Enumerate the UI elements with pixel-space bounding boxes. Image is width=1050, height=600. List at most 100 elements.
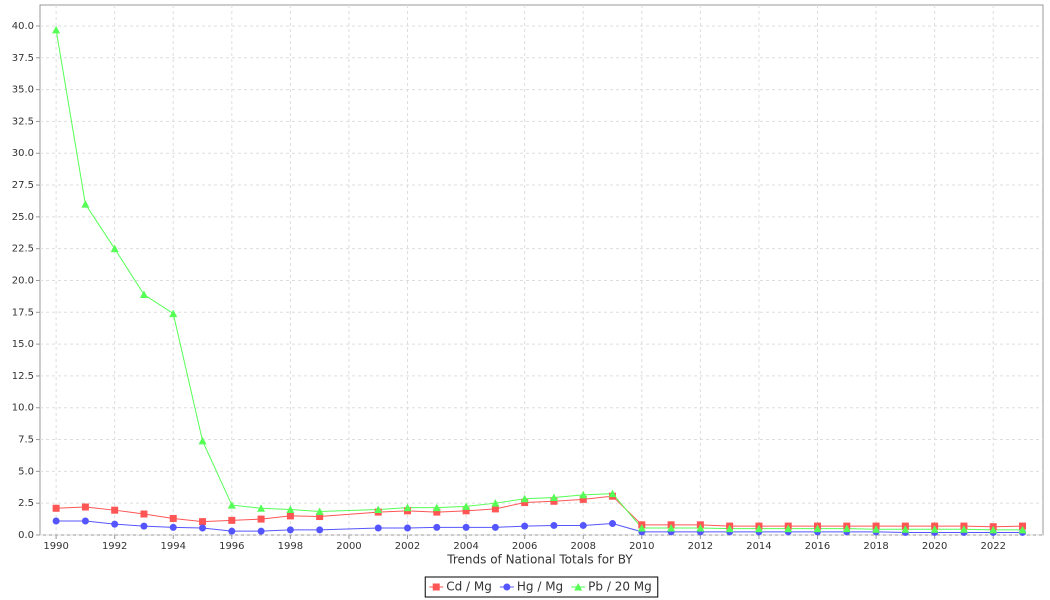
data-point [608,489,617,498]
data-point [81,200,90,208]
x-tick-label: 2020 [922,541,947,552]
data-point [286,512,294,520]
legend-marker [503,583,511,591]
x-tick-label: 1990 [43,541,68,552]
data-point [198,436,207,445]
y-tick-label: 12.5 [12,371,34,382]
legend-label: Pb / 20 Mg [588,580,652,594]
y-tick-label: 0.0 [18,530,34,541]
data-point [286,505,295,514]
legend-label: Cd / Mg [446,580,492,594]
data-point [872,525,881,533]
y-tick-label: 2.5 [18,498,34,509]
data-point [462,507,470,515]
data-point [199,524,207,532]
data-point [550,521,558,529]
x-tick-label: 2014 [746,541,771,552]
data-point [549,493,558,501]
y-tick-label: 40.0 [12,21,34,32]
y-tick-label: 15.0 [12,339,34,350]
data-point [1018,525,1027,534]
data-point [315,507,324,515]
data-point [491,523,499,531]
x-tick-label: 2010 [629,541,654,552]
x-axis-label: Trends of National Totals for BY [446,553,633,567]
data-point [140,522,148,530]
legend-box [424,576,659,598]
data-point [520,494,529,503]
data-point [521,499,529,507]
data-point [227,501,236,509]
legend-label: Hg / Mg [517,580,563,594]
data-point [169,309,178,318]
data-point [989,525,998,534]
data-point [491,499,500,507]
data-point [462,502,471,510]
data-point [199,518,207,526]
legend: Cd / Mg Hg / Mg Pb / 20 Mg [424,576,659,598]
data-point [257,504,266,512]
data-point [754,524,763,533]
legend-marker [432,583,440,591]
data-point [579,490,588,499]
data-point [52,504,60,512]
x-tick-label: 2018 [863,541,888,552]
y-tick-label: 35.0 [12,85,34,96]
data-point [111,506,119,514]
y-tick-label: 32.5 [12,116,34,127]
data-point [579,521,587,529]
y-tick-label: 22.5 [12,244,34,255]
data-point [930,525,939,533]
data-point [228,516,236,524]
data-point [169,514,177,522]
x-tick-label: 2012 [688,541,713,552]
data-point [111,520,119,528]
plot-area [39,4,1044,536]
data-point [725,524,734,533]
data-point [81,503,89,511]
data-point [432,503,441,512]
y-tick-label: 10.0 [12,403,34,414]
x-tick-label: 1998 [278,541,303,552]
data-point [696,524,705,532]
data-point [609,520,617,528]
x-tick-label: 1994 [161,541,186,552]
data-point [286,526,294,534]
y-tick-label: 25.0 [12,212,34,223]
x-tick-label: 2006 [512,541,537,552]
y-tick-label: 7.5 [18,435,34,446]
data-point [374,524,382,532]
data-point [813,524,822,533]
y-tick-label: 5.0 [18,466,34,477]
data-point [140,510,148,518]
data-point [374,505,383,514]
data-point [462,523,470,531]
data-point [784,524,793,533]
data-point [316,513,324,521]
data-point [403,503,412,512]
data-point [433,508,441,516]
data-point [579,495,587,503]
data-point [316,526,324,534]
x-tick-label: 2002 [395,541,420,552]
data-point [81,517,89,525]
data-point [139,290,148,298]
y-tick-label: 20.0 [12,275,34,286]
x-tick-label: 1996 [219,541,244,552]
data-point [491,505,499,513]
data-point [110,244,119,253]
x-tick-label: 2022 [980,541,1005,552]
data-point [257,527,265,535]
data-point [550,497,558,505]
y-tick-label: 17.5 [12,307,34,318]
x-tick-label: 2004 [453,541,478,552]
data-point [228,527,236,535]
data-point [169,523,177,531]
x-tick-label: 2000 [336,541,361,552]
data-point [433,523,441,531]
data-point [404,524,412,532]
data-point [52,25,61,34]
data-point [257,515,265,523]
data-point [521,522,529,530]
